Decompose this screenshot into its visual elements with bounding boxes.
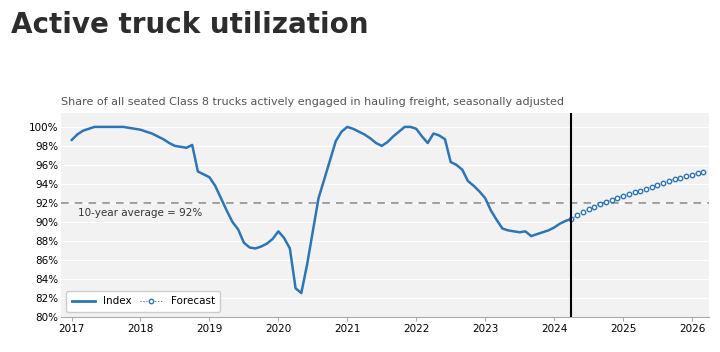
Text: Share of all seated Class 8 trucks actively engaged in hauling freight, seasonal: Share of all seated Class 8 trucks activ… bbox=[61, 98, 564, 107]
Text: 10-year average = 92%: 10-year average = 92% bbox=[78, 208, 203, 218]
Legend: Index, Forecast: Index, Forecast bbox=[66, 291, 220, 312]
Text: Active truck utilization: Active truck utilization bbox=[11, 11, 369, 39]
